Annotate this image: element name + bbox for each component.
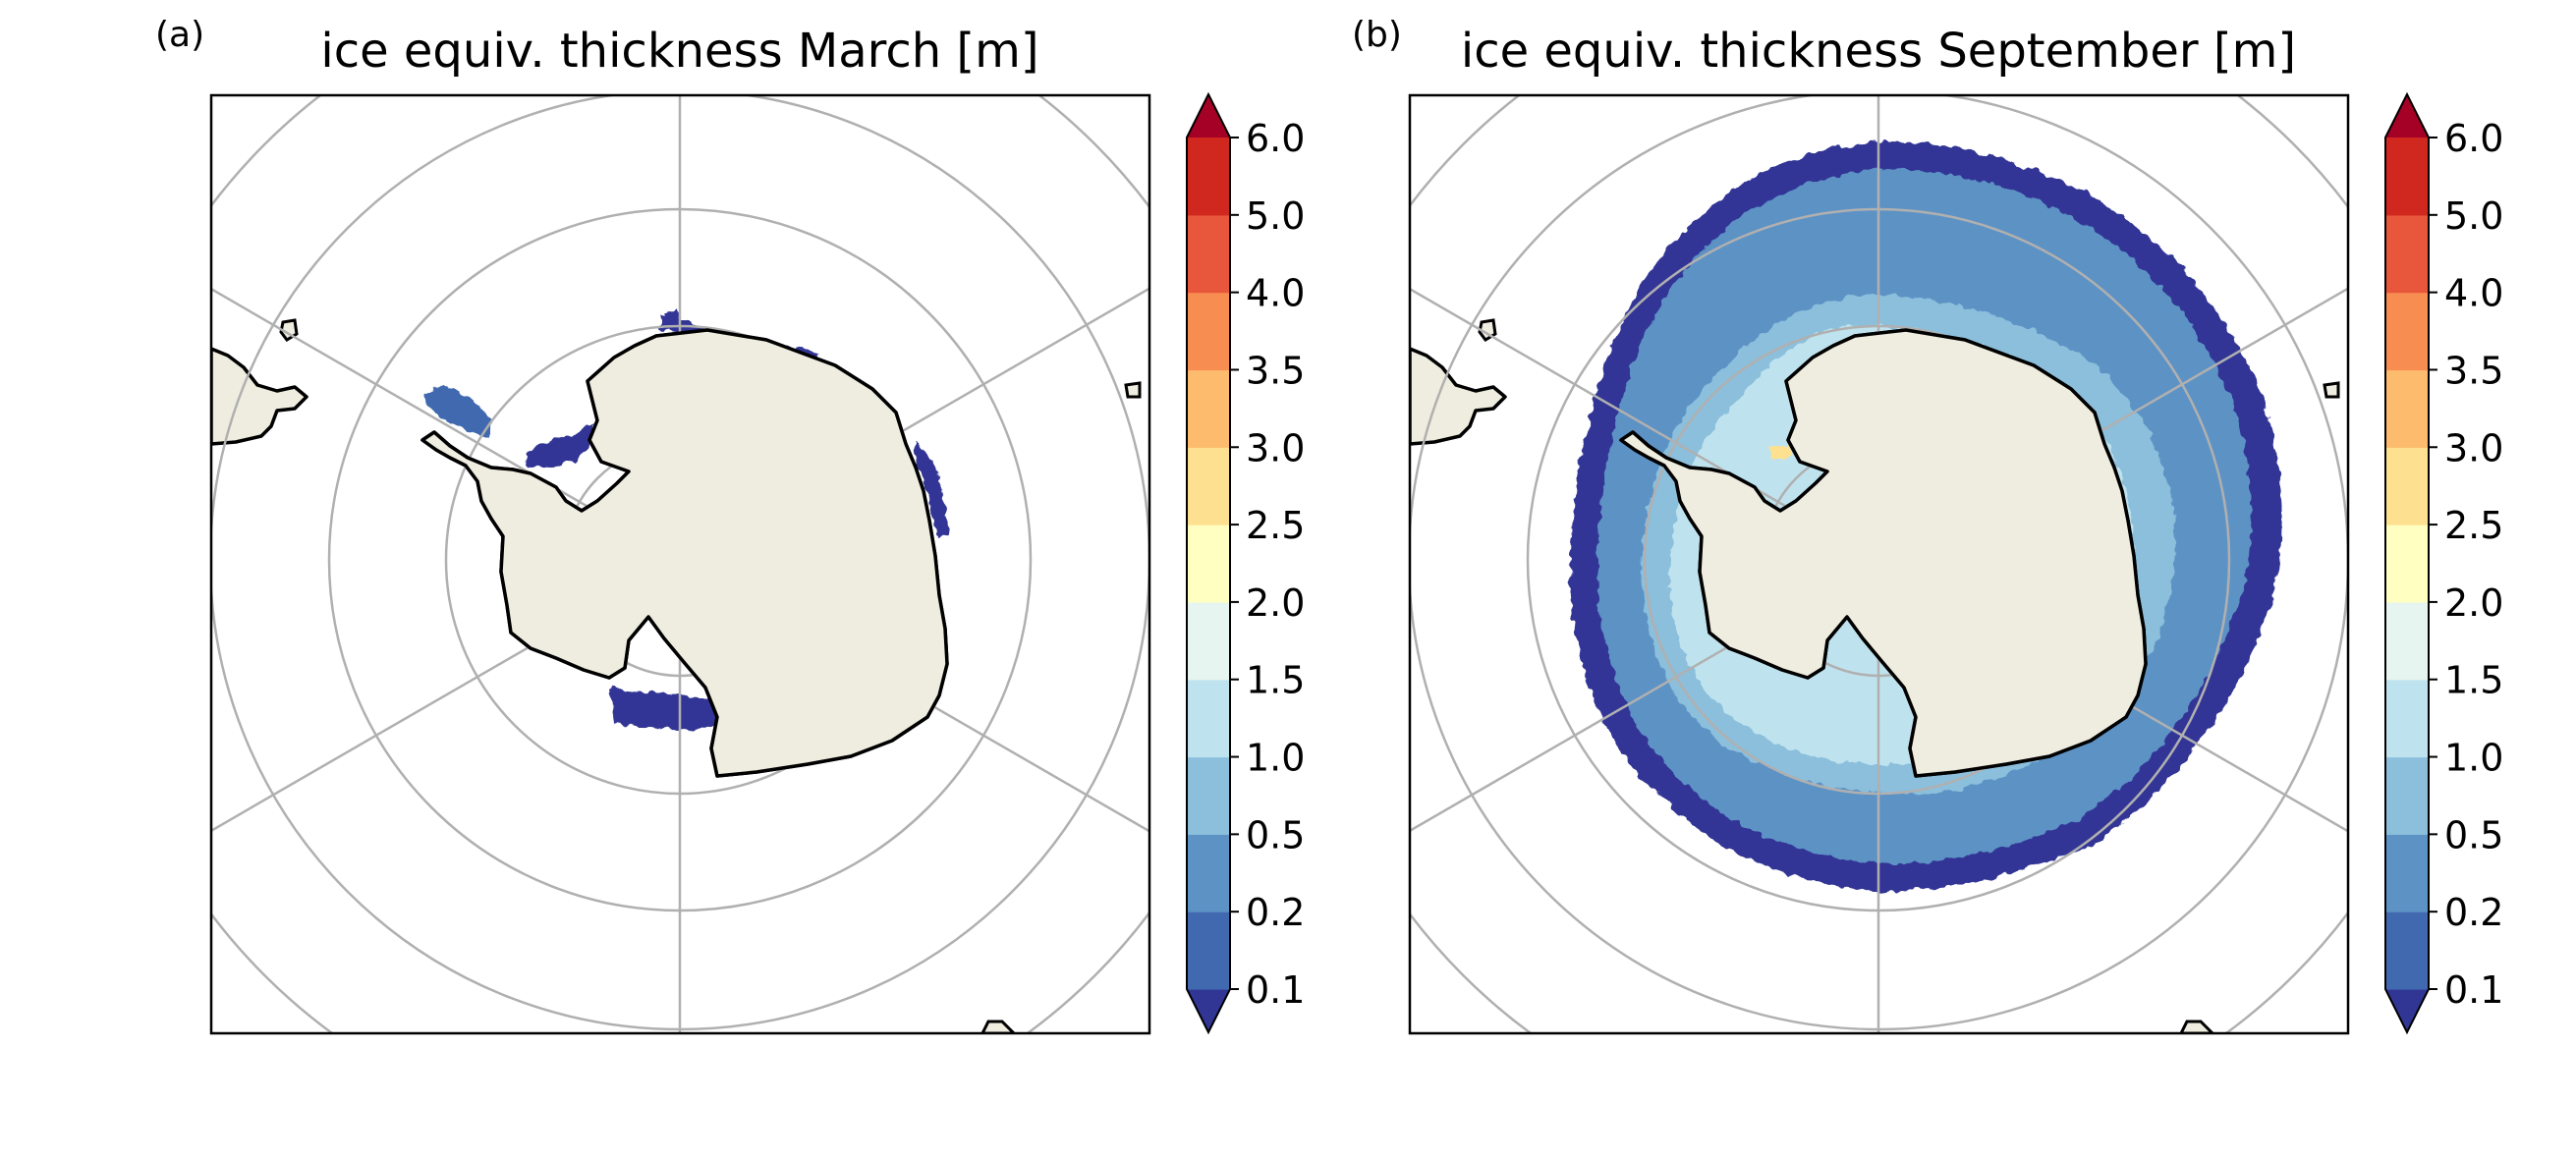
island-b2 <box>2323 381 2340 399</box>
map-b-frame <box>1408 93 2350 1035</box>
ice-patch-peninsula-a <box>424 385 491 438</box>
ice-patch-ross-a <box>609 688 727 731</box>
colorbar-tick-label: 2.5 <box>1246 504 1305 547</box>
colorbar-segment <box>2385 756 2429 835</box>
colorbar-b: 0.1 0.2 0.5 1.0 1.5 2.0 2.5 3.0 3.5 4.0 5.0 6.0 <box>2384 91 2503 1035</box>
map-a <box>211 95 1149 1033</box>
colorbar-segment <box>2385 138 2429 216</box>
panel-b: (b) ice equiv. thickness September [m] <box>1352 15 2350 1035</box>
panel-a-tag: (a) <box>155 15 204 55</box>
colorbar-segment <box>2385 525 2429 603</box>
colorbar-tick-label: 3.0 <box>1246 426 1305 470</box>
colorbar-tick-label: 3.5 <box>2444 349 2503 392</box>
colorbar-segment <box>2385 679 2429 758</box>
colorbar-segment <box>2385 834 2429 912</box>
colorbar-tick-label: 4.0 <box>2444 272 2503 315</box>
colorbar-tick-label: 0.1 <box>2444 968 2503 1012</box>
map-a-frame <box>209 93 1151 1035</box>
colorbar-tick-label: 1.0 <box>2444 737 2503 780</box>
colorbar-segment <box>2385 601 2429 681</box>
island-a2 <box>1124 381 1142 399</box>
colorbar-extend-min <box>1187 989 1230 1032</box>
colorbar-tick-label: 0.2 <box>2444 891 2503 934</box>
colorbar-segment <box>1187 756 1230 835</box>
colorbar-extend-max <box>1187 94 1230 138</box>
colorbar-tick-label: 0.2 <box>1246 891 1305 934</box>
colorbar-tick-label: 3.5 <box>1246 349 1305 392</box>
colorbar-segment <box>2385 214 2429 294</box>
colorbar-a: 0.1 0.2 0.5 1.0 1.5 2.0 2.5 3.0 3.5 4.0 5.0 6.0 <box>1186 91 1305 1035</box>
ice-patch-east-a <box>914 440 949 538</box>
colorbar-segment <box>1187 601 1230 681</box>
colorbar-tick-label: 3.0 <box>2444 426 2503 470</box>
colorbar-segment <box>2385 447 2429 525</box>
colorbar-segment <box>1187 138 1230 216</box>
island-a3 <box>980 1020 1017 1033</box>
colorbar-tick-label: 0.1 <box>1246 968 1305 1012</box>
colorbar-tick-label: 5.0 <box>2444 194 2503 238</box>
ice-thick-ridge-b3 <box>1768 444 1794 460</box>
colorbar-segment <box>2385 369 2429 448</box>
colorbar-tick-label: 1.5 <box>2444 659 2503 702</box>
colorbar-segment <box>1187 447 1230 525</box>
colorbar-extend-max <box>2385 94 2429 138</box>
ice-patch-upper-a <box>664 308 682 324</box>
panel-b-title: ice equiv. thickness September [m] <box>1461 24 2296 79</box>
colorbar-tick-label: 0.5 <box>2444 813 2503 856</box>
panel-a-title: ice equiv. thickness March [m] <box>320 24 1038 79</box>
panel-b-tag: (b) <box>1352 15 1402 55</box>
ice-patch-weddell-a <box>526 422 595 468</box>
colorbar-tick-label: 1.5 <box>1246 659 1305 702</box>
colorbar-tick-label: 2.5 <box>2444 504 2503 547</box>
colorbar-tick-label: 6.0 <box>2444 117 2503 160</box>
colorbar-segment <box>2385 292 2429 371</box>
colorbar-tick-label: 0.5 <box>1246 813 1305 856</box>
map-b <box>1410 95 2348 1033</box>
island-b3 <box>2179 1020 2215 1033</box>
colorbar-tick-label: 4.0 <box>1246 272 1305 315</box>
colorbar-tick-label: 6.0 <box>1246 117 1305 160</box>
colorbar-segment <box>1187 214 1230 294</box>
south-america-a <box>211 347 308 446</box>
colorbar-segment <box>1187 679 1230 758</box>
colorbar-tick-label: 2.0 <box>1246 581 1305 625</box>
colorbar-segment <box>1187 369 1230 448</box>
panel-a: (a) ice equiv. thickness March [m] <box>155 15 1151 1035</box>
south-america-b <box>1410 347 1507 446</box>
colorbar-tick-label: 5.0 <box>1246 194 1305 238</box>
colorbar-tick-label: 2.0 <box>2444 581 2503 625</box>
colorbar-tick-label: 1.0 <box>1246 737 1305 780</box>
colorbar-segment <box>1187 525 1230 603</box>
colorbar-segment <box>1187 834 1230 912</box>
colorbar-segment <box>1187 911 1230 990</box>
colorbar-segment <box>2385 911 2429 990</box>
colorbar-extend-min <box>2385 989 2429 1032</box>
colorbar-segment <box>1187 292 1230 371</box>
